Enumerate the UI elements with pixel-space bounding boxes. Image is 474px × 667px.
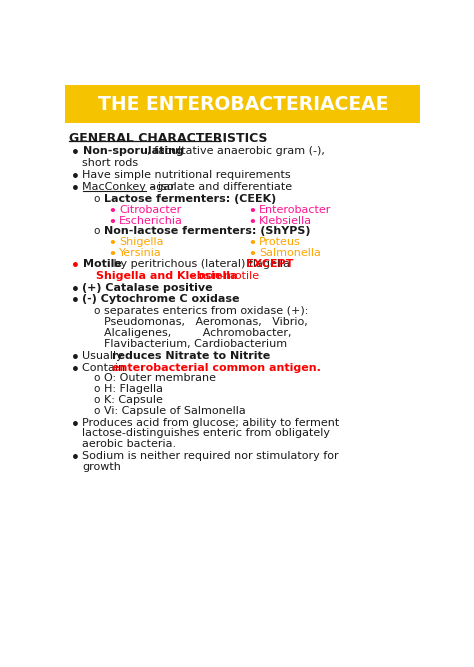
Text: THE ENTEROBACTERIACEAE: THE ENTEROBACTERIACEAE [98,95,388,114]
Text: •: • [108,215,116,229]
Text: Citrobacter: Citrobacter [119,205,181,215]
Text: by peritrichous (lateral) flagella: by peritrichous (lateral) flagella [110,259,294,269]
Text: o: o [93,406,100,416]
Text: Non-sporulating: Non-sporulating [82,146,183,156]
Text: Flavibacterium, Cardiobacterium: Flavibacterium, Cardiobacterium [104,339,287,349]
Text: Escherichia: Escherichia [119,215,183,225]
Text: Pseudomonas,   Aeromonas,   Vibrio,: Pseudomonas, Aeromonas, Vibrio, [104,317,308,327]
Text: o: o [93,226,100,236]
Text: Alcaligenes,         Achromobacter,: Alcaligenes, Achromobacter, [104,328,292,338]
Text: Sodium is neither required nor stimulatory for: Sodium is neither required nor stimulato… [82,451,339,461]
Text: Vi: Capsule of Salmonella: Vi: Capsule of Salmonella [104,406,246,416]
Text: Proteus: Proteus [259,237,301,247]
Text: K: Capsule: K: Capsule [104,395,163,405]
Text: GENERAL CHARACTERISTICS: GENERAL CHARACTERISTICS [69,133,267,145]
Text: •: • [248,205,256,218]
Text: MacConkey agar: MacConkey agar [82,182,175,192]
Text: (+) Catalase positive: (+) Catalase positive [82,283,213,293]
Text: Lactose fermenters: (CEEK): Lactose fermenters: (CEEK) [104,194,276,204]
Text: short rods: short rods [82,158,138,168]
Text: •: • [71,351,80,365]
Text: •: • [71,295,80,308]
Text: Usually: Usually [82,351,127,361]
Text: H: Flagella: H: Flagella [104,384,163,394]
Text: separates enterics from oxidase (+):: separates enterics from oxidase (+): [104,306,309,316]
Text: Contain: Contain [82,363,129,373]
Text: Produces acid from glucose; ability to ferment: Produces acid from glucose; ability to f… [82,418,340,428]
Text: •: • [71,451,80,465]
FancyBboxPatch shape [65,85,420,123]
Text: lactose-distinguishes enteric from obligately: lactose-distinguishes enteric from oblig… [82,428,330,438]
Text: - non-motile: - non-motile [188,271,259,281]
Text: •: • [71,146,80,160]
Text: , facultative anaerobic gram (-),: , facultative anaerobic gram (-), [147,146,325,156]
Text: o: o [93,395,100,405]
Text: Have simple nutritional requirements: Have simple nutritional requirements [82,170,291,180]
Text: (-) Cytochrome C oxidase: (-) Cytochrome C oxidase [82,295,240,304]
Text: •: • [108,205,116,218]
Text: Klebsiella: Klebsiella [259,215,312,225]
Text: Shigella: Shigella [119,237,164,247]
Text: •: • [71,418,80,432]
Text: Motile: Motile [82,259,121,269]
Text: •: • [108,237,116,250]
Text: •: • [71,259,80,273]
Text: Shigella and Klebsiella: Shigella and Klebsiella [96,271,238,281]
Text: •: • [248,248,256,261]
Text: EXCEPT: EXCEPT [246,259,293,269]
Text: enterobacterial common antigen.: enterobacterial common antigen. [112,363,321,373]
Text: aerobic bacteria.: aerobic bacteria. [82,440,177,450]
Text: •: • [108,248,116,261]
Text: - isolate and differentiate: - isolate and differentiate [147,182,292,192]
Text: •: • [71,283,80,297]
Text: Salmonella: Salmonella [259,248,321,258]
Text: •: • [248,215,256,229]
Text: o: o [93,384,100,394]
Text: •: • [71,363,80,377]
Text: •: • [248,237,256,250]
Text: O: Outer membrane: O: Outer membrane [104,374,216,384]
Text: growth: growth [82,462,121,472]
Text: •: • [71,182,80,196]
Text: o: o [93,194,100,204]
Text: o: o [93,306,100,316]
Text: reduces Nitrate to Nitrite: reduces Nitrate to Nitrite [112,351,270,361]
Text: Enterobacter: Enterobacter [259,205,332,215]
Text: Non-lactose fermenters: (ShYPS): Non-lactose fermenters: (ShYPS) [104,226,310,236]
Text: o: o [93,374,100,384]
Text: •: • [71,170,80,184]
Text: Yersinia: Yersinia [119,248,162,258]
